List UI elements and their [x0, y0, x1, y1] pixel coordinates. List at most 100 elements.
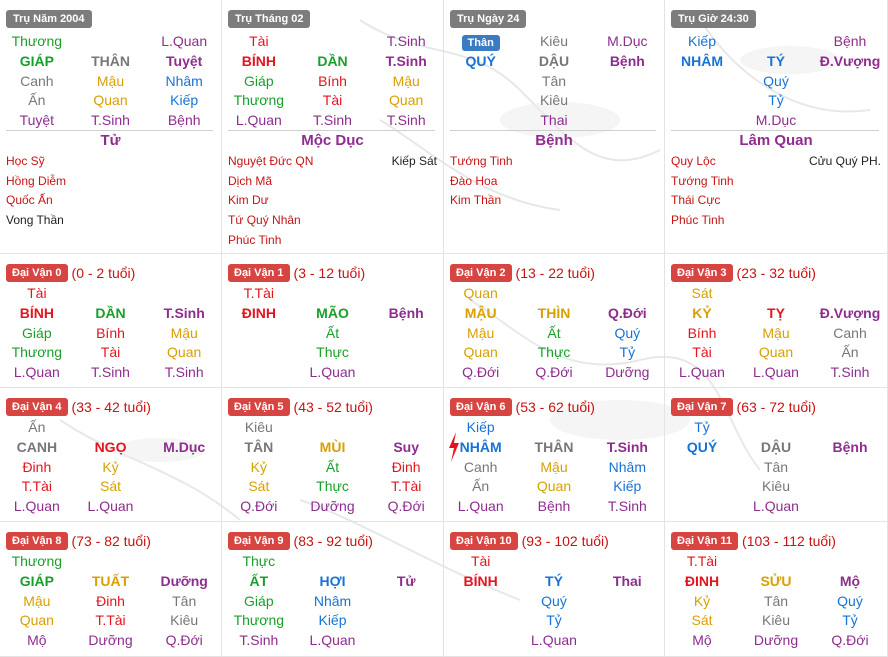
- cell-text: Kiếp: [318, 612, 347, 629]
- cell-text: Mộ: [27, 632, 47, 649]
- cell-text: Tài: [470, 553, 491, 569]
- cell-text: T.Tài: [243, 285, 274, 301]
- cell-text: Q.Đới: [535, 364, 573, 381]
- cell-text: THÂN: [534, 438, 574, 455]
- cell-text: Bệnh: [609, 52, 645, 69]
- row-2: Đinh Kỷ: [0, 458, 221, 478]
- row-2: Bính Mậu Canh: [665, 324, 887, 344]
- dai-van-0[interactable]: Đại Vận 0 (0 - 2 tuổi) Tài BÍNH DẦN T.Sinh Giá…: [0, 254, 222, 388]
- cell-text: [813, 418, 887, 438]
- cell-text: Kiêu: [539, 92, 568, 109]
- dai-van-6[interactable]: Đại Vận 6 (53 - 62 tuổi) Kiếp NHÂM THÂN T.Sin…: [444, 388, 665, 522]
- dai-van-4[interactable]: Đại Vận 4 (33 - 42 tuổi) Ấn CANH NGỌ M.Dục Đin…: [0, 388, 222, 522]
- dai-van-11[interactable]: Đại Vận 11 (103 - 112 tuổi) T.Tài ĐINH SỬU Mộ…: [665, 522, 888, 657]
- row-4: L.Quan T.Sinh T.Sinh: [222, 111, 443, 131]
- cell-text: GIÁP: [19, 572, 54, 589]
- cell-text: T.Sinh: [606, 438, 648, 455]
- cell-text: Tân: [541, 72, 567, 89]
- cell-text: L.Quan: [679, 364, 725, 381]
- cell-text: TÝ: [545, 572, 563, 589]
- cell-text: Thương: [11, 553, 63, 569]
- life-stage: Lâm Quan: [739, 132, 813, 149]
- cell-text: Tài: [27, 285, 47, 301]
- cell-text: ẤT: [249, 572, 269, 589]
- cell-text: Nhâm: [313, 592, 352, 609]
- row-3: Ấn Quan Kiếp: [0, 91, 221, 111]
- cell-text: Ấn: [28, 419, 46, 435]
- cell-text: [74, 32, 148, 52]
- row-2: Quý: [665, 72, 887, 92]
- star-list: Nguyệt Đức QN Kiếp Sát Dịch Mã Kim Dư Tứ Quý…: [228, 152, 437, 250]
- row-4: L.Quan T.Sinh T.Sinh: [0, 363, 221, 383]
- cell-text: BÍNH: [19, 304, 54, 321]
- dai-van-1[interactable]: Đại Vận 1 (3 - 12 tuổi) T.Tài ĐINH MÃO Bệnh Ất…: [222, 254, 444, 388]
- cell-text: DẦN: [317, 52, 348, 69]
- dai-van-age-range: (3 - 12 tuổi): [293, 265, 366, 281]
- cell-text: [74, 418, 148, 438]
- dai-van-7[interactable]: Đại Vận 7 (63 - 72 tuổi) Tỷ QUÝ DẬU Bệnh Tân Ki…: [665, 388, 888, 522]
- cell-text: DẬU: [538, 52, 570, 69]
- dai-van-2[interactable]: Đại Vận 2 (13 - 22 tuổi) Quan MẬU THÌN Q.Đới M…: [444, 254, 665, 388]
- row-4: L.Quan: [444, 631, 664, 651]
- dai-van-badge: Đại Vận 0: [6, 264, 68, 282]
- cell-text: Quan: [19, 612, 54, 629]
- cell-text: [813, 111, 887, 131]
- cell-text: QUÝ: [465, 52, 496, 69]
- pillar-header: Trụ Tháng 02: [228, 10, 311, 28]
- dai-van-10[interactable]: Đại Vận 10 (93 - 102 tuổi) Tài BÍNH TÝ Thai Qu…: [444, 522, 665, 657]
- cell-text: [591, 631, 664, 651]
- cell-text: [591, 552, 664, 572]
- cell-text: [591, 111, 664, 131]
- cell-text: [591, 592, 664, 612]
- cell-text: Tài: [100, 344, 121, 361]
- cell-text: Thai: [540, 112, 568, 129]
- row-4: L.Quan: [222, 363, 443, 383]
- cell-text: [369, 363, 443, 383]
- cell-text: [296, 552, 370, 572]
- cell-text: Mậu: [762, 324, 790, 341]
- dai-van-9[interactable]: Đại Vận 9 (83 - 92 tuổi) Thực ẤT HỢI Tử Giáp Nh…: [222, 522, 444, 657]
- cell-text: [665, 72, 739, 92]
- cell-text: Q.Đới: [831, 632, 869, 649]
- row-2: Kỷ Ất Đinh: [222, 458, 443, 478]
- cell-text: [591, 91, 664, 111]
- cell-text: TÂN: [244, 438, 274, 455]
- cell-text: THÌN: [537, 304, 571, 321]
- cell-text: Giáp: [244, 72, 274, 89]
- row-3: Tỷ: [665, 91, 887, 111]
- row-0: Ấn: [0, 418, 221, 438]
- row-3: Thực: [222, 343, 443, 363]
- dai-van-badge: Đại Vận 8: [6, 532, 68, 550]
- row-1: GIÁP TUẤT Dưỡng: [0, 572, 221, 592]
- cell-text: [739, 418, 813, 438]
- star-item: Vong Thần: [6, 211, 215, 231]
- cell-text: [591, 284, 664, 304]
- dai-van-age-range: (33 - 42 tuổi): [71, 399, 151, 415]
- cell-text: NGỌ: [94, 438, 127, 455]
- cell-text: T.Sinh: [163, 304, 205, 321]
- row-3: Kiêu: [444, 91, 664, 111]
- row-1: CANH NGỌ M.Dục: [0, 438, 221, 458]
- cell-text: Mộ: [839, 572, 861, 589]
- cell-text: T.Sinh: [830, 364, 870, 381]
- cell-text: [444, 111, 517, 131]
- cell-text: Sát: [691, 612, 713, 629]
- cell-text: QUÝ: [686, 438, 718, 455]
- cell-text: Tài: [692, 344, 712, 361]
- dai-van-header: Đại Vận 2 (13 - 22 tuổi): [450, 264, 595, 282]
- cell-text: Thai: [612, 572, 642, 589]
- lightning-bolt-icon: [449, 432, 459, 462]
- cell-text: L.Quan: [235, 112, 282, 129]
- cell-text: Tỷ: [768, 92, 784, 109]
- cell-text: HỢI: [319, 572, 346, 589]
- cell-text: [222, 324, 296, 344]
- cell-text: L.Quan: [13, 498, 60, 515]
- row-4: M.Dục: [665, 111, 887, 131]
- dai-van-8[interactable]: Đại Vận 8 (73 - 82 tuổi) Thương GIÁP TUẤT Dưỡ…: [0, 522, 222, 657]
- dai-van-5[interactable]: Đại Vận 5 (43 - 52 tuổi) Kiêu TÂN MÙI Suy Kỷ Ất…: [222, 388, 444, 522]
- row-0: Thương: [0, 552, 221, 572]
- row-2: Mậu Ất Quý: [444, 324, 664, 344]
- cell-text: Tỷ: [619, 344, 636, 361]
- cell-text: SỬU: [760, 572, 792, 589]
- dai-van-3[interactable]: Đại Vận 3 (23 - 32 tuổi) Sát KỶ TỴ Đ.Vượng Bín…: [665, 254, 888, 388]
